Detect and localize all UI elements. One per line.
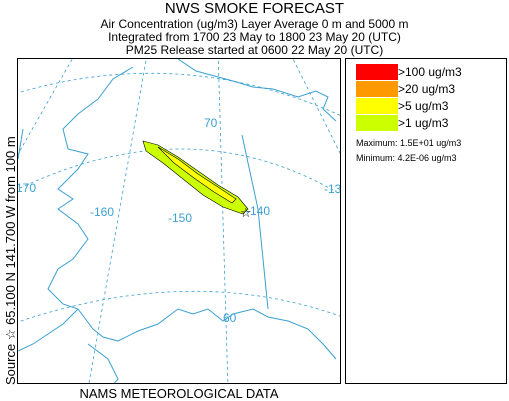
alaska-map: ☆ 70 -170 -160 -150 -140 -130 60 bbox=[18, 59, 341, 383]
latitude-lines bbox=[18, 72, 340, 323]
legend-swatch bbox=[356, 64, 398, 80]
legend-label: >1 ug/m3 bbox=[398, 116, 449, 130]
legend-item: >100 ug/m3 bbox=[356, 64, 488, 80]
minimum-value: Minimum: 4.2E-06 ug/m3 bbox=[356, 153, 457, 163]
lon-label-140: -140 bbox=[246, 204, 270, 218]
legend-panel: >100 ug/m3 >20 ug/m3 >5 ug/m3 >1 ug/m3 M… bbox=[345, 58, 507, 384]
lon-label-150: -150 bbox=[168, 211, 192, 225]
legend-label: >5 ug/m3 bbox=[398, 99, 449, 113]
legend-swatch bbox=[356, 115, 398, 131]
integration-subtitle: Integrated from 1700 23 May to 1800 23 M… bbox=[108, 30, 401, 44]
lon-label-160: -160 bbox=[90, 205, 114, 219]
maximum-value: Maximum: 1.5E+01 ug/m3 bbox=[356, 138, 462, 148]
border-line bbox=[241, 134, 269, 310]
concentration-subtitle: Air Concentration (ug/m3) Layer Average … bbox=[100, 17, 409, 31]
legend-swatch bbox=[356, 81, 398, 97]
legend-swatch bbox=[356, 98, 398, 114]
legend-item: >1 ug/m3 bbox=[356, 115, 488, 131]
legend-item: >20 ug/m3 bbox=[356, 81, 488, 97]
longitude-lines bbox=[18, 59, 340, 383]
coastline bbox=[18, 59, 337, 383]
data-source-footer: NAMS METEOROLOGICAL DATA bbox=[79, 386, 279, 401]
lat-label-60: 60 bbox=[223, 311, 237, 325]
legend-label: >20 ug/m3 bbox=[398, 82, 456, 96]
smoke-plume bbox=[142, 140, 249, 215]
source-location-label: Source ☆ 65.100 N 141.700 W from 100 m bbox=[3, 136, 18, 385]
plume-5ug-contour bbox=[157, 146, 237, 204]
map-panel: ☆ 70 -170 -160 -150 -140 -130 60 bbox=[17, 58, 341, 384]
legend-item: >5 ug/m3 bbox=[356, 98, 488, 114]
lat-label-70: 70 bbox=[204, 116, 218, 130]
star-icon: ☆ bbox=[240, 206, 252, 221]
legend-label: >100 ug/m3 bbox=[398, 65, 462, 79]
forecast-title: NWS SMOKE FORECAST bbox=[164, 0, 345, 17]
lon-label-130: -130 bbox=[324, 182, 341, 196]
release-subtitle: PM25 Release started at 0600 22 May 20 (… bbox=[125, 43, 384, 57]
lon-label-170: -170 bbox=[18, 181, 36, 195]
